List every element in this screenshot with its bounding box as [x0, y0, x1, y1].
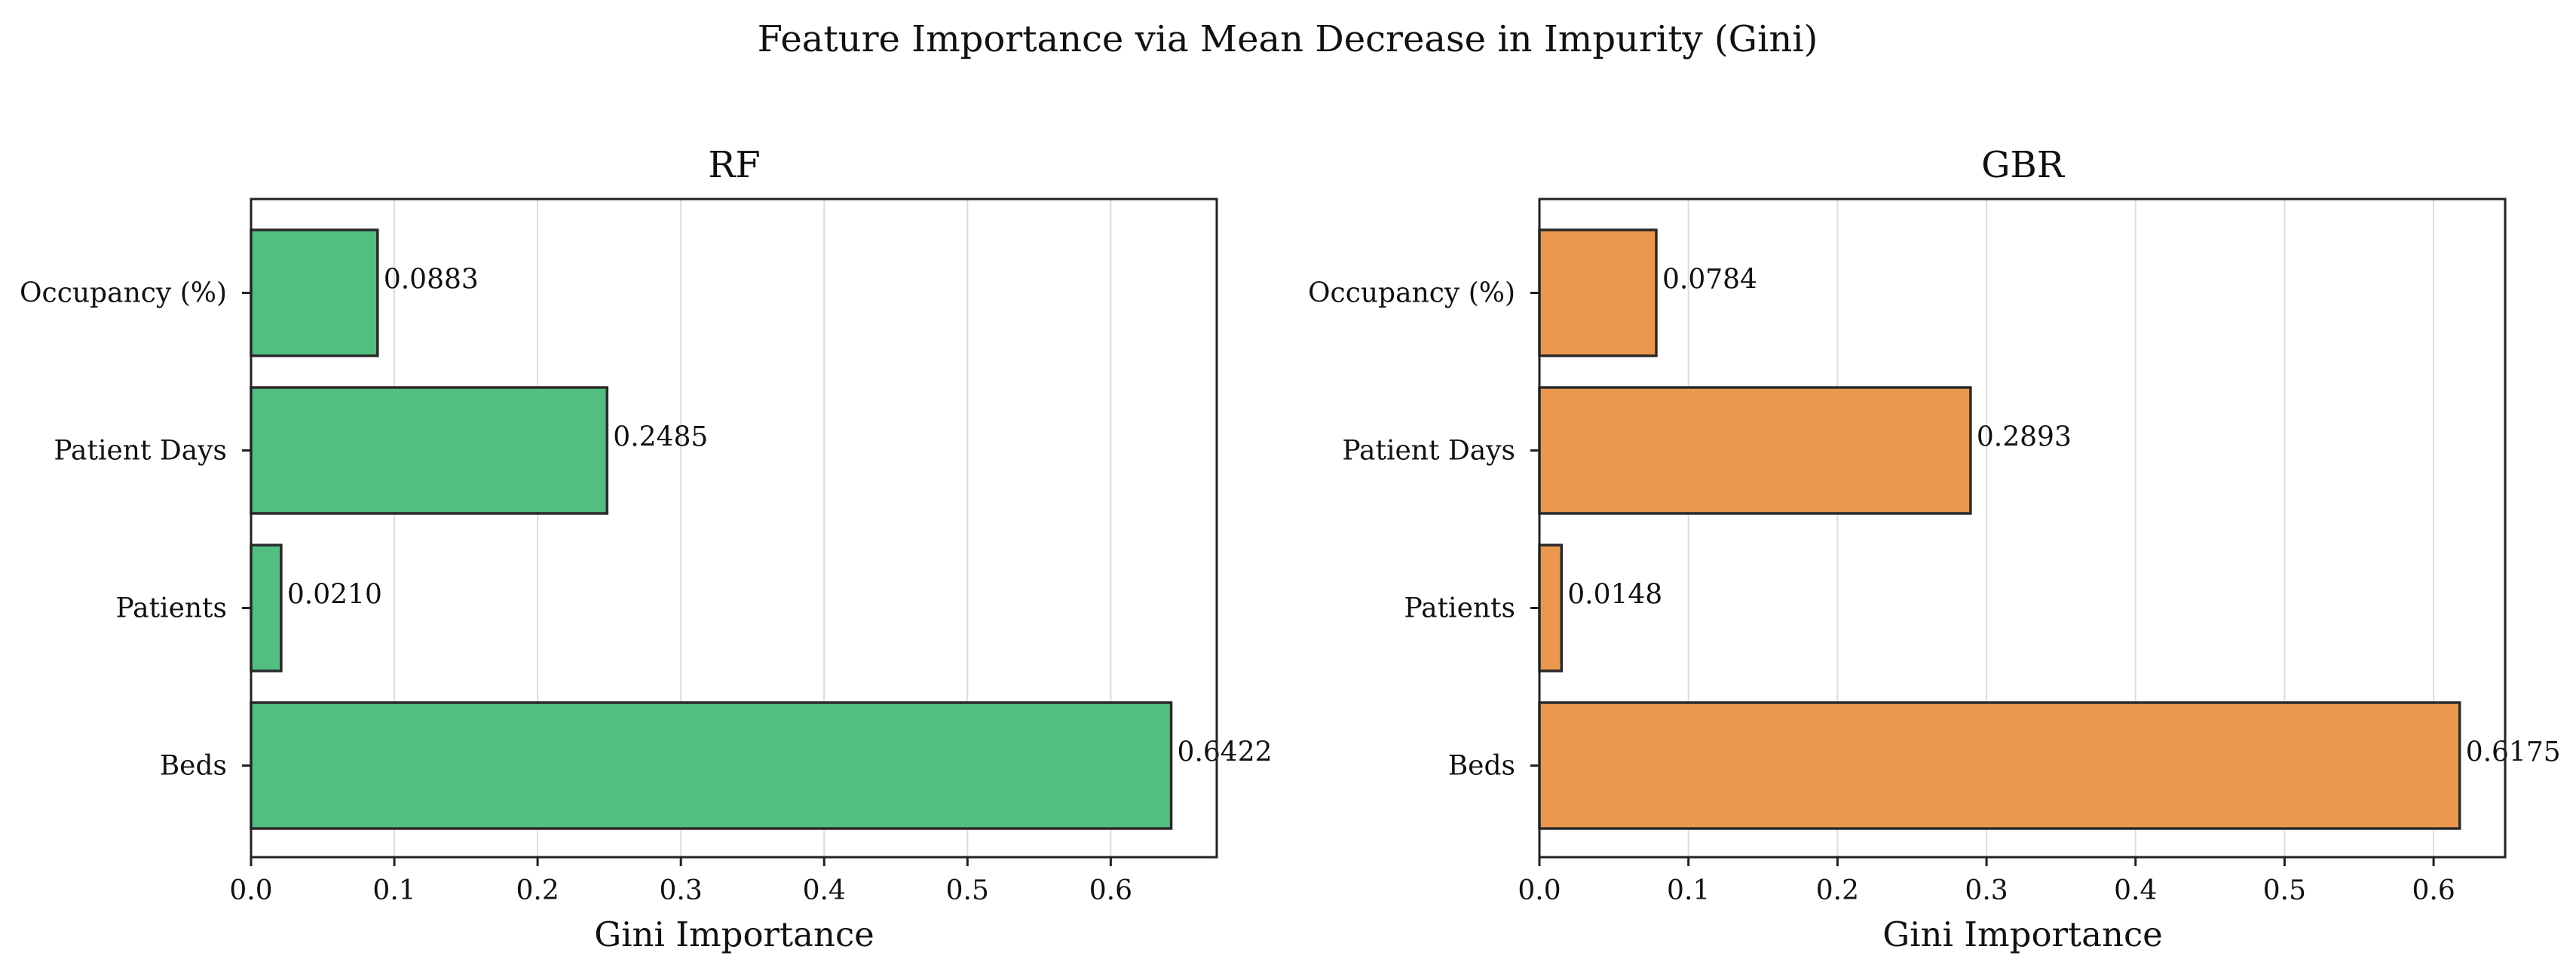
rf-category-label: Occupancy (%) [20, 278, 227, 309]
rf-value-label: 0.6422 [1178, 737, 1273, 768]
rf-category-label: Patient Days [54, 436, 227, 467]
rf-value-label: 0.0210 [287, 580, 382, 611]
gbr-axes-frame [1538, 198, 2507, 859]
gbr-category-label: Occupancy (%) [1308, 278, 1515, 309]
gbr-bar [1538, 701, 2461, 830]
rf-bar [250, 701, 1173, 830]
gbr-x-tick-label: 0.2 [1816, 875, 1859, 906]
rf-x-tick-label: 0.4 [803, 875, 846, 906]
gbr-bar [1538, 544, 1564, 672]
gbr-bar [1538, 228, 1658, 357]
rf-value-label: 0.0883 [384, 265, 479, 296]
rf-x-tick-label: 0.6 [1089, 875, 1132, 906]
gbr-x-tick-label: 0.3 [1965, 875, 2008, 906]
gbr-value-label: 0.0148 [1567, 580, 1662, 611]
rf-x-axis-label: Gini Importance [594, 914, 874, 954]
gbr-panel-title: GBR [1981, 144, 2066, 186]
rf-x-tick-label: 0.3 [660, 875, 703, 906]
rf-x-tick-label: 0.2 [516, 875, 559, 906]
rf-axes-frame [250, 198, 1218, 859]
gbr-x-tick-label: 0.0 [1518, 875, 1561, 906]
rf-x-tick-label: 0.5 [946, 875, 989, 906]
gbr-category-label: Patients [1404, 593, 1515, 624]
rf-bar [250, 228, 379, 357]
gbr-x-tick-label: 0.1 [1667, 875, 1710, 906]
gbr-category-label: Beds [1448, 751, 1515, 782]
gbr-value-label: 0.2893 [1977, 422, 2072, 453]
rf-panel: RF Gini Importance 0.0883 Occupancy (%) 0.… [20, 144, 1272, 954]
rf-bar [250, 386, 609, 515]
gbr-x-axis-label: Gini Importance [1882, 914, 2163, 954]
figure-title: Feature Importance via Mean Decrease in … [758, 18, 1818, 60]
rf-panel-title: RF [708, 144, 760, 186]
gbr-bar [1538, 386, 1972, 515]
gbr-panel: GBR Gini Importance 0.0784 Occupancy (%) 0… [1308, 144, 2561, 954]
gbr-x-tick-label: 0.5 [2263, 875, 2306, 906]
gbr-x-tick-label: 0.6 [2412, 875, 2455, 906]
gbr-x-tick-label: 0.4 [2114, 875, 2157, 906]
rf-x-tick-label: 0.0 [229, 875, 272, 906]
gbr-category-label: Patient Days [1342, 436, 1515, 467]
rf-value-label: 0.2485 [613, 422, 708, 453]
gbr-value-label: 0.0784 [1662, 265, 1757, 296]
rf-category-label: Patients [116, 593, 227, 624]
rf-category-label: Beds [160, 751, 227, 782]
gbr-value-label: 0.6175 [2466, 737, 2561, 768]
rf-bar [250, 544, 283, 672]
rf-x-tick-label: 0.1 [372, 875, 415, 906]
